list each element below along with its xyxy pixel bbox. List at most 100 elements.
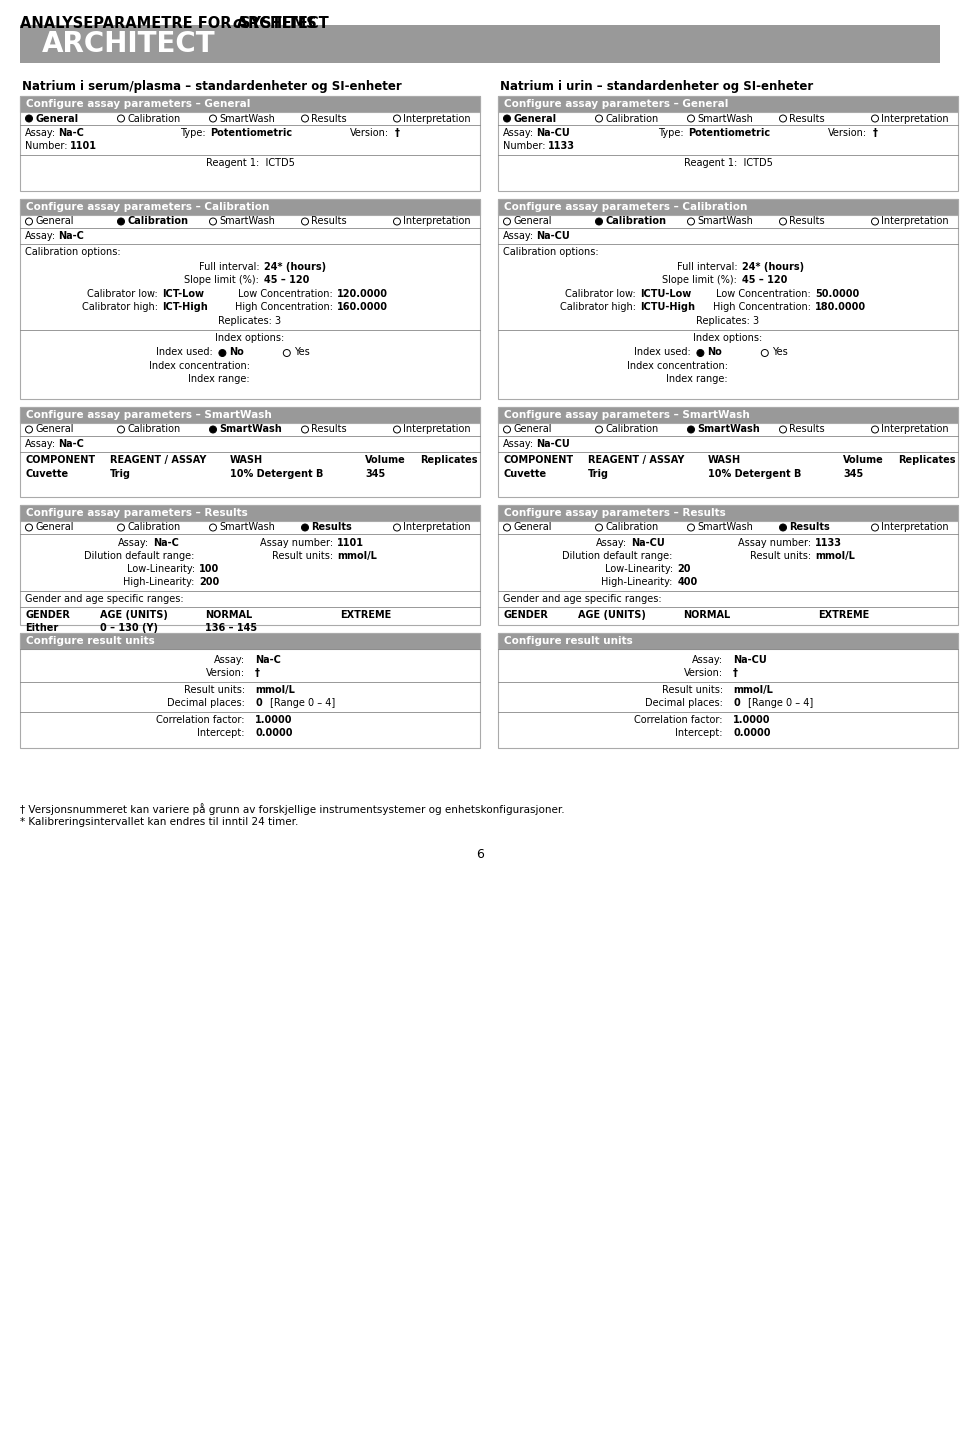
Text: 1.0000: 1.0000 bbox=[255, 715, 293, 725]
Text: Calibration: Calibration bbox=[605, 217, 666, 227]
Bar bbox=[20, 633, 480, 649]
Text: General: General bbox=[513, 217, 551, 227]
Text: 45 – 120: 45 – 120 bbox=[264, 276, 309, 286]
Text: †: † bbox=[255, 669, 260, 677]
Text: Calibrator high:: Calibrator high: bbox=[82, 301, 158, 311]
Text: Results: Results bbox=[311, 217, 347, 227]
Text: Na-CU: Na-CU bbox=[536, 231, 569, 241]
Circle shape bbox=[780, 115, 786, 122]
Text: Results: Results bbox=[789, 425, 825, 435]
Text: WASH: WASH bbox=[708, 455, 741, 465]
Text: High Concentration:: High Concentration: bbox=[235, 301, 333, 311]
Text: Cuvette: Cuvette bbox=[503, 469, 546, 479]
Text: Interpretation: Interpretation bbox=[403, 113, 470, 123]
Text: Results: Results bbox=[311, 522, 351, 532]
Text: * Kalibreringsintervallet kan endres til inntil 24 timer.: * Kalibreringsintervallet kan endres til… bbox=[20, 817, 299, 827]
Circle shape bbox=[687, 218, 694, 225]
Text: Results: Results bbox=[789, 522, 829, 532]
Text: Calibrator high:: Calibrator high: bbox=[560, 301, 636, 311]
Text: Trig: Trig bbox=[588, 469, 609, 479]
Text: 100: 100 bbox=[200, 564, 220, 574]
Text: Calibrator low:: Calibrator low: bbox=[87, 288, 158, 298]
Text: Full interval:: Full interval: bbox=[199, 263, 259, 273]
Text: Result units:: Result units: bbox=[184, 684, 245, 695]
Bar bbox=[498, 199, 958, 399]
Text: General: General bbox=[35, 425, 74, 435]
Text: Result units:: Result units: bbox=[661, 684, 723, 695]
Text: Full interval:: Full interval: bbox=[677, 263, 737, 273]
Text: 20: 20 bbox=[678, 564, 691, 574]
Text: SmartWash: SmartWash bbox=[219, 522, 275, 532]
Text: Version:: Version: bbox=[684, 669, 723, 677]
Text: SmartWash: SmartWash bbox=[219, 425, 281, 435]
Bar bbox=[20, 408, 480, 423]
Text: Gender and age specific ranges:: Gender and age specific ranges: bbox=[503, 594, 661, 604]
Circle shape bbox=[283, 350, 290, 356]
Text: Calibration: Calibration bbox=[127, 425, 180, 435]
Text: Na-CU: Na-CU bbox=[536, 128, 569, 138]
Text: Interpretation: Interpretation bbox=[403, 425, 470, 435]
Text: REAGENT / ASSAY: REAGENT / ASSAY bbox=[110, 455, 206, 465]
Text: Correlation factor:: Correlation factor: bbox=[156, 715, 245, 725]
Text: SmartWash: SmartWash bbox=[697, 522, 753, 532]
Text: SYSTEMS: SYSTEMS bbox=[240, 16, 317, 32]
Text: 200: 200 bbox=[200, 577, 220, 587]
Bar bbox=[498, 408, 958, 423]
Text: Natrium i serum/plasma – standardenheter og SI-enheter: Natrium i serum/plasma – standardenheter… bbox=[22, 80, 401, 93]
Circle shape bbox=[209, 426, 217, 433]
Text: Na-C: Na-C bbox=[58, 231, 84, 241]
Text: General: General bbox=[35, 522, 74, 532]
Text: Yes: Yes bbox=[294, 347, 309, 357]
Bar bbox=[498, 96, 958, 191]
Text: Calibration: Calibration bbox=[127, 522, 180, 532]
Text: General: General bbox=[513, 425, 551, 435]
Bar bbox=[20, 505, 480, 626]
Text: Index range:: Index range: bbox=[188, 375, 250, 385]
Text: Calibration: Calibration bbox=[127, 217, 188, 227]
Text: Na-C: Na-C bbox=[255, 654, 281, 664]
Text: Dilution default range:: Dilution default range: bbox=[84, 551, 195, 561]
Text: Replicates: Replicates bbox=[420, 455, 477, 465]
Text: mmol/L: mmol/L bbox=[337, 551, 377, 561]
Text: 1101: 1101 bbox=[337, 538, 365, 548]
Text: Index options:: Index options: bbox=[215, 333, 284, 343]
Text: GENDER: GENDER bbox=[25, 610, 70, 620]
Circle shape bbox=[595, 426, 603, 433]
Text: 345: 345 bbox=[365, 469, 385, 479]
Text: Type:: Type: bbox=[658, 128, 684, 138]
Text: Version:: Version: bbox=[205, 669, 245, 677]
Circle shape bbox=[780, 218, 786, 225]
Text: Index range:: Index range: bbox=[666, 375, 728, 385]
Text: Assay number:: Assay number: bbox=[259, 538, 333, 548]
Circle shape bbox=[209, 115, 217, 122]
Circle shape bbox=[117, 524, 125, 531]
Text: SmartWash: SmartWash bbox=[219, 217, 275, 227]
Text: 0 – 130 (Y): 0 – 130 (Y) bbox=[100, 623, 158, 633]
Text: NORMAL: NORMAL bbox=[683, 610, 731, 620]
Circle shape bbox=[872, 218, 878, 225]
Text: SmartWash: SmartWash bbox=[697, 425, 759, 435]
Text: Na-CU: Na-CU bbox=[536, 439, 569, 449]
Text: †: † bbox=[733, 669, 738, 677]
Circle shape bbox=[503, 218, 511, 225]
Text: REAGENT / ASSAY: REAGENT / ASSAY bbox=[588, 455, 684, 465]
Text: †: † bbox=[873, 128, 877, 138]
Text: Decimal places:: Decimal places: bbox=[167, 697, 245, 707]
Text: Correlation factor:: Correlation factor: bbox=[635, 715, 723, 725]
Text: Index used:: Index used: bbox=[156, 347, 213, 357]
Circle shape bbox=[780, 426, 786, 433]
Circle shape bbox=[301, 426, 308, 433]
Bar bbox=[498, 633, 958, 649]
Text: ARCHITECT: ARCHITECT bbox=[42, 30, 216, 57]
Circle shape bbox=[687, 524, 694, 531]
Text: Assay:: Assay: bbox=[595, 538, 627, 548]
Text: Configure assay parameters – General: Configure assay parameters – General bbox=[26, 99, 251, 109]
Text: High Concentration:: High Concentration: bbox=[712, 301, 811, 311]
Text: WASH: WASH bbox=[230, 455, 263, 465]
Bar bbox=[20, 505, 480, 521]
Text: Replicates: Replicates bbox=[898, 455, 955, 465]
Circle shape bbox=[503, 524, 511, 531]
Text: EXTREME: EXTREME bbox=[340, 610, 392, 620]
Circle shape bbox=[394, 426, 400, 433]
Text: Type:: Type: bbox=[180, 128, 205, 138]
